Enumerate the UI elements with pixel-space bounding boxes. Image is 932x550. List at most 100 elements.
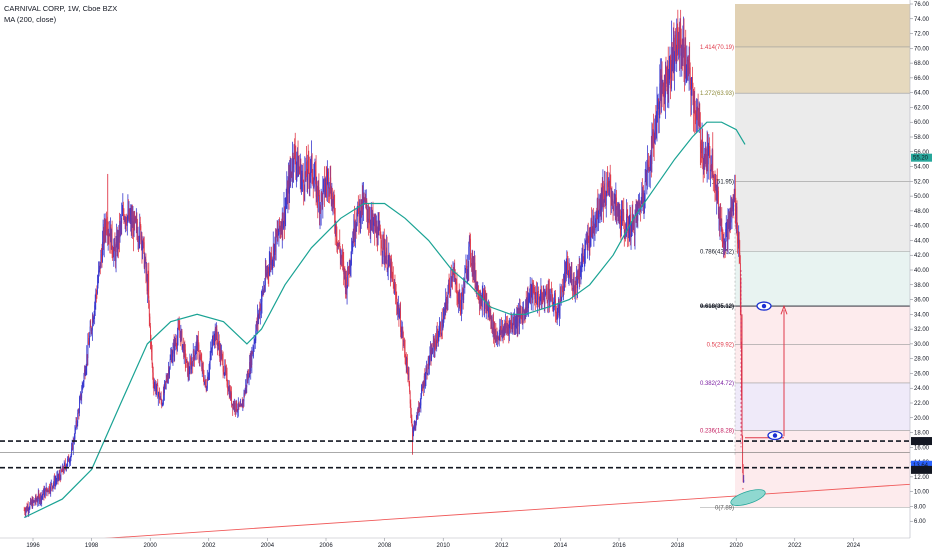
candle-body (485, 297, 487, 309)
candle-body (384, 252, 386, 257)
candle-body (443, 317, 444, 327)
candle-body (717, 191, 719, 204)
price-axis[interactable]: 6.008.0010.0012.0014.0016.0018.0020.0022… (909, 0, 932, 550)
trendline[interactable] (24, 483, 911, 545)
candle-body (735, 211, 737, 221)
candle-body (443, 313, 445, 318)
time-axis[interactable]: 1996 1998 2000 2002 2004 2006 2008 2010 2012 2014… (0, 537, 932, 550)
candle-body (452, 276, 453, 278)
candle-body (430, 350, 431, 354)
candle-body (255, 330, 257, 341)
candle-body (191, 361, 193, 363)
candle-body (159, 398, 161, 400)
candle-body (627, 226, 629, 233)
candle-body (712, 149, 714, 174)
candle-body (162, 389, 164, 405)
candle-body (82, 382, 84, 384)
candle-body (572, 288, 573, 290)
candle-body (711, 149, 713, 172)
candle-body (207, 378, 209, 380)
candle-body (134, 215, 136, 221)
candle-body (600, 195, 602, 210)
candle-body (142, 239, 144, 247)
indicator-label[interactable]: MA (200, close) (4, 15, 57, 24)
candle-body (70, 455, 72, 458)
candle-body (696, 110, 697, 119)
candle-body (46, 489, 48, 491)
candle-body (739, 252, 741, 264)
candle-body (723, 240, 725, 245)
candle-body (516, 314, 518, 327)
candle-body (694, 98, 696, 116)
candle-body (572, 288, 574, 290)
candle-body (483, 292, 484, 295)
candle-body (261, 301, 262, 310)
candle-body (101, 254, 102, 256)
candle-body (161, 400, 163, 406)
candle-body (542, 296, 543, 297)
horizontal-levels[interactable] (0, 440, 910, 469)
candle-body (706, 148, 708, 172)
candle-body (266, 272, 267, 276)
candle-body (645, 170, 647, 182)
candle-body (491, 316, 493, 329)
candle-body (37, 500, 39, 502)
candle-body (468, 246, 470, 268)
candle-body (473, 259, 475, 274)
candle-body (702, 139, 704, 160)
candle-body (240, 404, 241, 407)
candle-body (458, 294, 460, 303)
x-tick-label: 2000 (144, 543, 158, 549)
symbol-title[interactable]: CARNIVAL CORP, 1W, Cboe BZX (4, 4, 118, 13)
candle-body (283, 207, 285, 223)
candle-body (400, 331, 402, 335)
candle-body (537, 291, 539, 293)
y-tick-label: 6.00 (914, 519, 926, 525)
candle-body (329, 177, 331, 190)
candle-body (364, 198, 366, 203)
candle-body (461, 292, 463, 302)
candle-body (652, 132, 653, 136)
candle-body (148, 304, 150, 317)
x-tick-label: 2004 (261, 543, 275, 549)
candle-body (95, 292, 97, 294)
candle-body (484, 295, 485, 311)
candle-body (368, 219, 370, 223)
candle-body (687, 59, 689, 62)
candle-body (230, 389, 231, 399)
candle-body (401, 330, 403, 335)
candle-body (613, 205, 614, 211)
candle-body (498, 338, 500, 340)
candle-body (448, 283, 450, 285)
candle-body (471, 257, 473, 266)
candle-body (210, 349, 212, 351)
x-tick-label: 2024 (847, 543, 861, 549)
candle-body (104, 231, 106, 234)
candle-body (284, 207, 285, 224)
candle-body (85, 371, 87, 376)
candle-body (676, 27, 678, 34)
candle-body (79, 397, 81, 403)
candle-body (408, 373, 410, 385)
candle-body (490, 316, 492, 321)
candle-body (356, 225, 358, 226)
candle-body (513, 317, 515, 325)
candle-body (335, 224, 337, 240)
candle-body (86, 354, 88, 359)
candle-body (708, 148, 710, 149)
candle-body (88, 341, 89, 345)
candle-body (337, 242, 338, 247)
candle-body (526, 295, 528, 307)
candle-body (53, 478, 55, 484)
candle-body (233, 403, 235, 408)
candle-body (555, 299, 556, 314)
candle-body (373, 219, 375, 223)
candle-body (459, 293, 461, 305)
candle-body (367, 218, 369, 220)
candle-body (562, 286, 564, 297)
candle-body (32, 499, 34, 508)
candle-body (682, 41, 684, 54)
candle-body (576, 275, 577, 285)
candle-body (659, 83, 661, 104)
